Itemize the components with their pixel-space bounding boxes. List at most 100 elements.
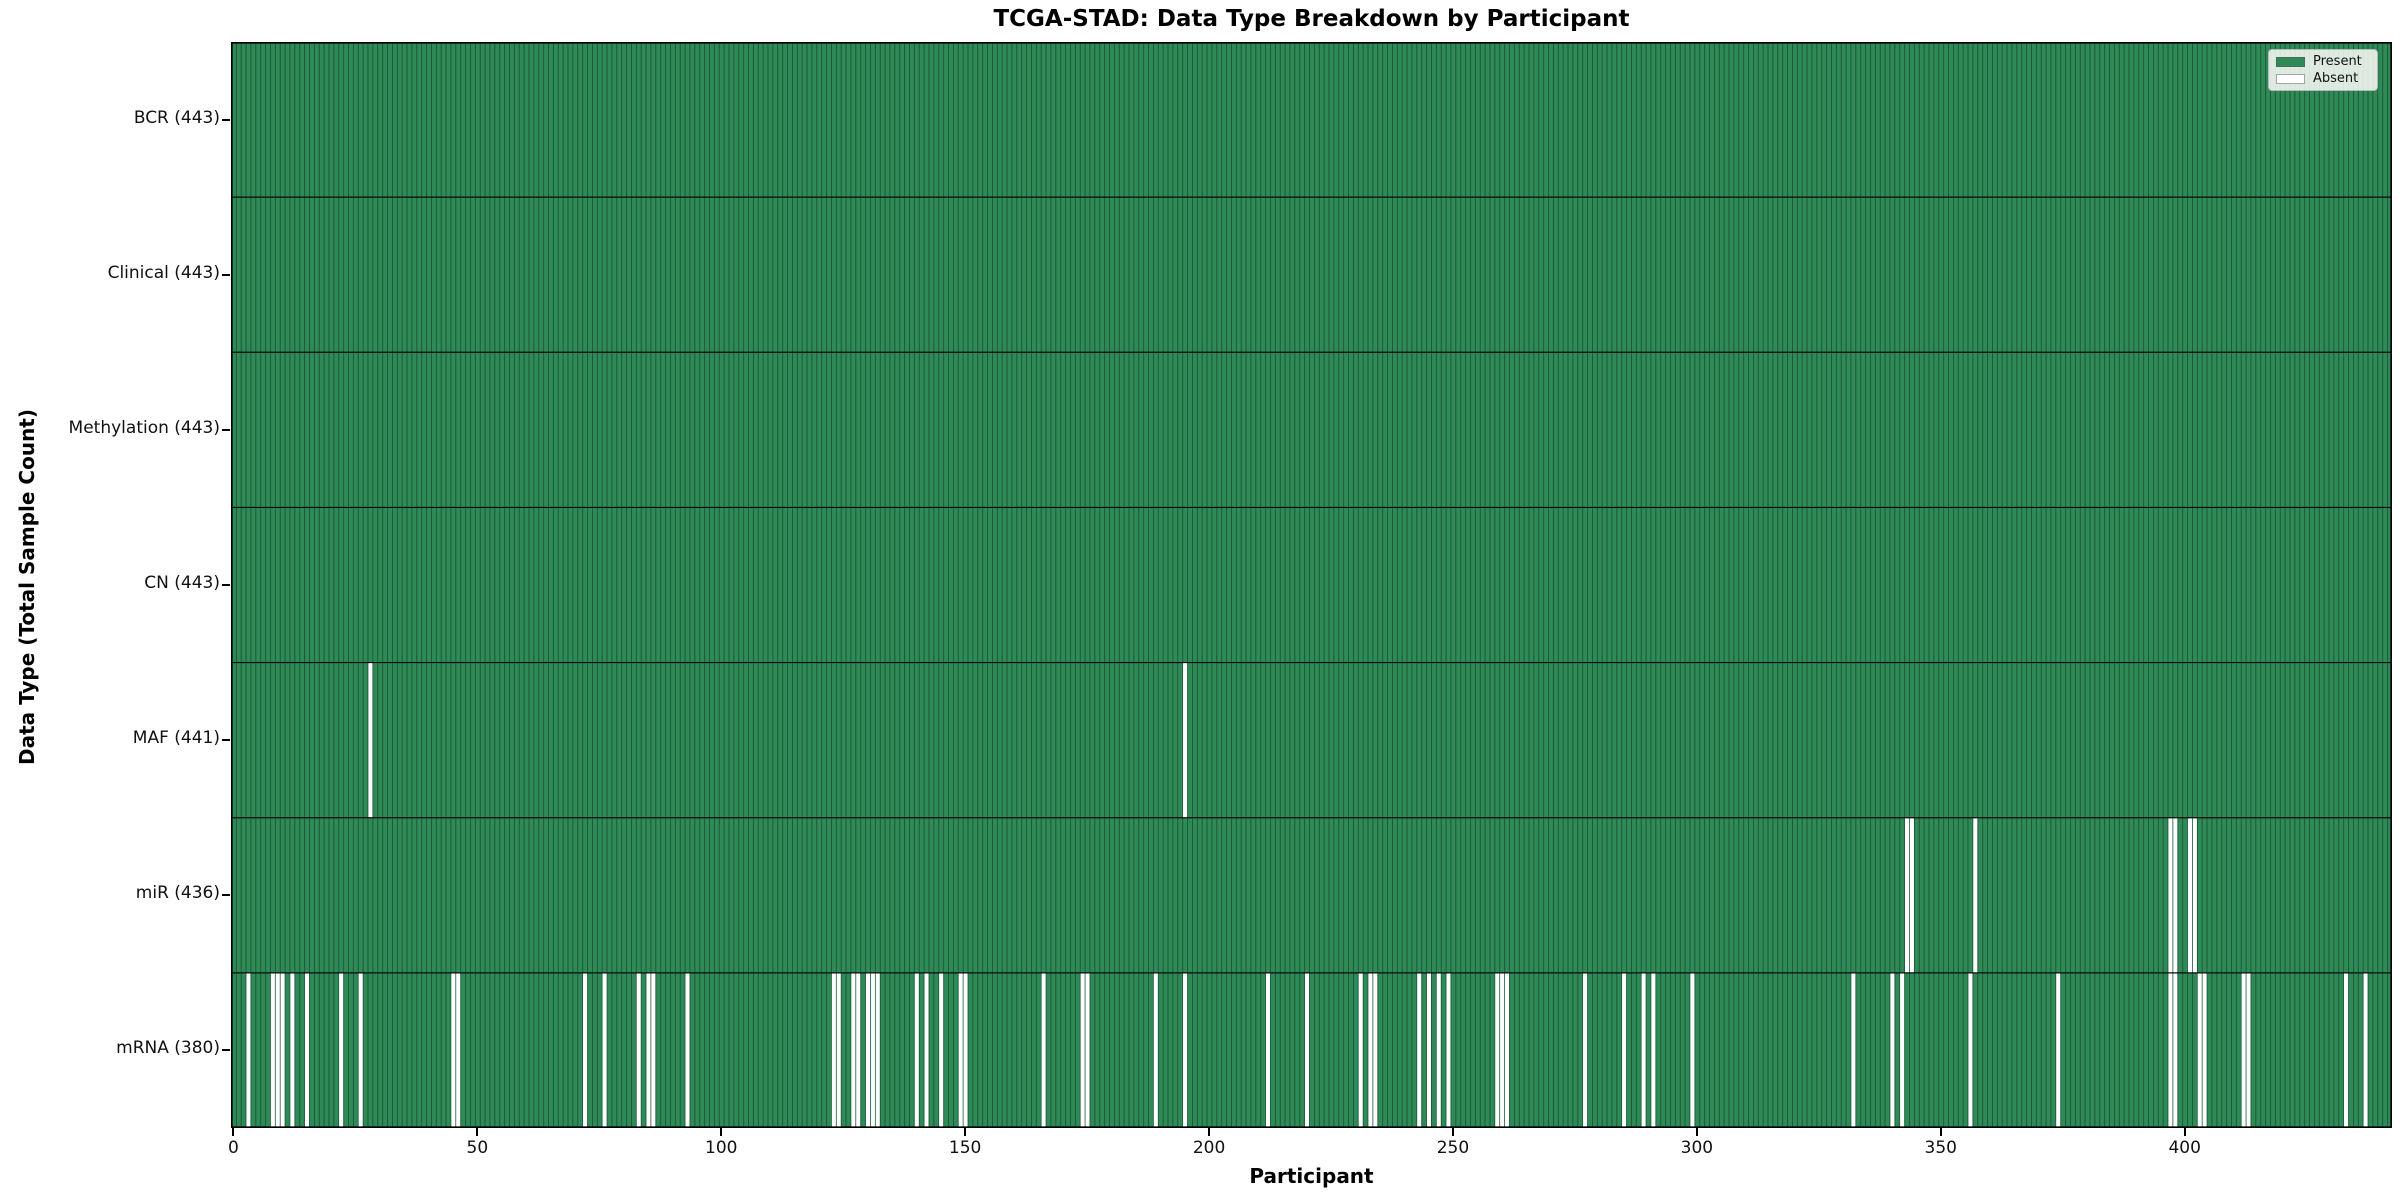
x-tick-label-100: 100 [705,1138,738,1158]
absent-cell-mRNA-233 [1368,972,1373,1128]
y-tick-label-Methylation: Methylation (443) [68,417,220,438]
absent-cell-miR-343 [1904,817,1910,973]
absent-cell-mRNA-277 [1583,972,1588,1128]
x-tick-mark-250 [1451,1128,1454,1136]
absent-cell-mRNA-195 [1183,972,1188,1128]
absent-cell-mRNA-342 [1900,972,1905,1128]
absent-cell-mRNA-83 [636,972,641,1128]
absent-cell-mRNA-86 [651,972,656,1128]
absent-cell-mRNA-145 [939,972,944,1128]
x-tick-label-50: 50 [466,1138,489,1158]
absent-cell-mRNA-22 [339,972,344,1128]
absent-cell-mRNA-150 [963,972,968,1128]
x-tick-label-0: 0 [228,1138,239,1158]
absent-cell-mRNA-259 [1495,972,1500,1128]
absent-cell-mRNA-174 [1080,972,1085,1128]
absent-cell-mRNA-10 [280,972,285,1128]
absent-cell-mRNA-93 [685,972,690,1128]
absent-cell-miR-397 [2168,817,2173,973]
absent-cell-mRNA-332 [1851,972,1856,1128]
y-tick-mark-mRNA [222,1049,230,1052]
absent-cell-mRNA-412 [2241,972,2246,1128]
chart-title: TCGA-STAD: Data Type Breakdown by Partic… [993,6,1630,32]
absent-cell-MAF-195 [1183,662,1188,818]
absent-cell-mRNA-231 [1358,972,1363,1128]
absent-cell-mRNA-285 [1622,972,1627,1128]
absent-cell-mRNA-220 [1304,972,1310,1128]
absent-cell-mRNA-142 [924,972,929,1128]
x-tick-mark-300 [1695,1128,1698,1136]
x-tick-label-200: 200 [1192,1138,1226,1158]
y-tick-mark-MAF [222,739,230,742]
absent-cell-mRNA-132 [875,972,880,1128]
absent-cell-mRNA-127 [851,972,856,1128]
absent-cell-mRNA-397 [2168,972,2173,1128]
absent-cell-mRNA-123 [831,972,836,1128]
x-tick-label-300: 300 [1680,1138,1714,1158]
absent-cell-mRNA-189 [1153,972,1158,1128]
x-tick-mark-0 [232,1128,235,1136]
absent-cell-mRNA-356 [1968,972,1973,1128]
absent-cell-mRNA-260 [1500,972,1505,1128]
absent-cell-mRNA-72 [583,972,588,1128]
absent-cell-mRNA-261 [1504,972,1510,1128]
absent-cell-miR-344 [1909,817,1914,973]
absent-cell-mRNA-8 [270,972,275,1128]
absent-cell-mRNA-247 [1436,972,1441,1128]
x-tick-mark-200 [1208,1128,1211,1136]
absent-cell-miR-398 [2173,817,2178,973]
x-tick-mark-100 [720,1128,723,1136]
x-tick-mark-50 [476,1128,479,1136]
absent-cell-mRNA-12 [290,972,295,1128]
absent-cell-mRNA-289 [1641,972,1646,1128]
absent-cell-mRNA-243 [1417,972,1422,1128]
absent-cell-mRNA-45 [451,972,456,1128]
absent-cell-mRNA-128 [856,972,861,1128]
heatmap-row-miR [1904,817,2197,973]
absent-cell-mRNA-403 [2197,972,2202,1128]
absent-cell-mRNA-76 [602,972,607,1128]
absent-cell-miR-402 [2192,817,2197,973]
absent-cell-mRNA-140 [914,972,919,1128]
absent-cell-mRNA-85 [646,972,651,1128]
y-tick-mark-miR [222,894,230,897]
absent-cell-mRNA-26 [358,972,363,1128]
x-axis-label: Participant [1249,1164,1374,1188]
y-tick-label-mRNA: mRNA (380) [116,1038,220,1059]
legend-absent-label: Absent [2313,71,2359,86]
x-tick-label-150: 150 [948,1138,982,1158]
absent-cell-mRNA-374 [2056,972,2061,1128]
absent-cell-mRNA-437 [2363,972,2368,1128]
absent-cell-mRNA-149 [958,972,963,1128]
absent-cell-mRNA-3 [246,972,251,1128]
legend-present-swatch [2276,56,2305,67]
absent-cell-mRNA-404 [2202,972,2207,1128]
legend: Present Absent [2268,49,2378,91]
absent-cell-miR-357 [1973,817,1978,973]
x-tick-label-250: 250 [1436,1138,1470,1158]
x-tick-label-400: 400 [2168,1138,2201,1158]
y-axis-label: Data Type (Total Sample Count) [15,408,39,766]
absent-cell-mRNA-234 [1373,972,1378,1128]
plot-frame [231,42,2392,1128]
y-tick-label-miR: miR (436) [135,883,220,904]
y-tick-label-Clinical: Clinical (443) [107,262,220,283]
y-tick-mark-CN [222,584,230,586]
absent-cell-mRNA-291 [1651,972,1656,1128]
absent-cell-mRNA-124 [836,972,841,1128]
y-tick-label-MAF: MAF (441) [132,728,220,749]
absent-cell-mRNA-413 [2246,972,2251,1128]
absent-cell-mRNA-398 [2173,972,2178,1128]
heatmap-row-mRNA [246,972,2368,1128]
x-tick-mark-400 [2183,1128,2186,1136]
heatmap-plot [231,42,2392,1128]
x-tick-label-350: 350 [1924,1138,1957,1158]
absent-cell-mRNA-433 [2344,972,2349,1128]
absent-cell-mRNA-175 [1085,972,1090,1128]
y-tick-mark-Clinical [222,273,230,276]
absent-cell-MAF-28 [368,662,373,818]
legend-entry-absent: Absent [2276,72,2369,85]
absent-cell-miR-401 [2187,817,2192,973]
legend-entry-present: Present [2276,55,2369,68]
legend-absent-swatch [2276,73,2305,84]
